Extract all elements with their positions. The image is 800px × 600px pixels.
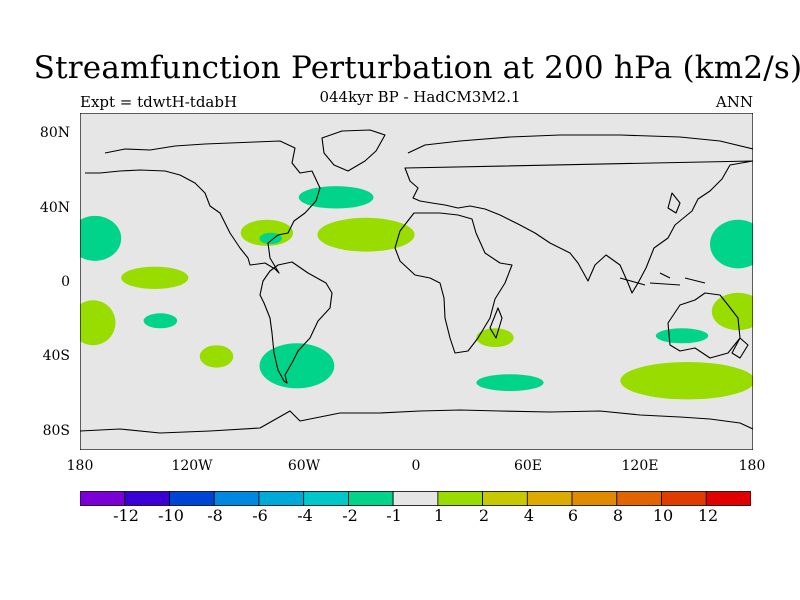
colorbar-swatch <box>347 491 394 506</box>
colorbar-label: -8 <box>207 506 223 525</box>
anomaly-southeast-pacific-positive <box>199 345 234 368</box>
colorbar-swatch <box>437 491 483 506</box>
colorbar-swatch <box>213 491 260 506</box>
anomaly-west-dateline-south-positive <box>80 300 116 346</box>
lon-label-120w: 120W <box>171 458 213 474</box>
anomaly-east-dateline-north-negative <box>710 219 753 269</box>
lon-label-60e: 60E <box>513 458 543 474</box>
coastline-eurasia <box>404 134 753 294</box>
colorbar-swatch <box>80 491 126 506</box>
colorbar-label: -12 <box>113 506 139 525</box>
colorbar-label: 4 <box>523 506 535 525</box>
coastline-madagascar <box>489 307 503 339</box>
colorbar-label: -1 <box>386 506 402 525</box>
colorbar-swatch <box>571 491 618 506</box>
lon-label-60w: 60W <box>287 458 321 474</box>
lon-label-180w: 180 <box>66 458 94 474</box>
coastline-greenland <box>321 129 386 172</box>
lon-label-120e: 120E <box>621 458 659 474</box>
colorbar-swatch <box>661 491 707 506</box>
coastline-indonesia <box>619 272 706 286</box>
anomaly-caribbean-negative <box>259 232 282 244</box>
colorbar-swatch <box>124 491 170 506</box>
anomaly-south-indian-negative <box>476 374 544 391</box>
anomaly-north-atlantic-negative <box>298 186 374 209</box>
colorbar-label: -2 <box>342 506 358 525</box>
coastline-japan <box>667 192 681 214</box>
colorbar-label: 2 <box>478 506 490 525</box>
lat-label-80s: 80S <box>42 423 70 439</box>
experiment-label: Expt = tdwtH-tdabH <box>80 93 238 111</box>
coastline-north-america <box>85 140 321 274</box>
colorbar-swatch <box>616 491 662 506</box>
anomaly-central-pacific-negative <box>143 313 178 329</box>
colorbar-label: -4 <box>297 506 313 525</box>
anomaly-east-pacific-positive <box>121 266 189 289</box>
lat-label-40n: 40N <box>39 200 70 216</box>
coastline-australia <box>667 292 741 359</box>
colorbar-label: 8 <box>612 506 624 525</box>
coastline-antarctica <box>80 409 753 434</box>
map-title: Streamfunction Perturbation at 200 hPa (… <box>33 50 800 86</box>
coastline-new-zealand <box>731 337 749 359</box>
colorbar-label: 12 <box>697 506 719 525</box>
colorbar <box>80 491 751 506</box>
anomaly-north-atlantic-positive <box>317 217 415 252</box>
anomaly-layer <box>80 186 753 400</box>
coastline-layer <box>80 129 753 434</box>
anomaly-southern-ocean-positive <box>620 362 753 400</box>
colorbar-swatch <box>526 491 573 506</box>
colorbar-swatch <box>169 491 215 506</box>
anomaly-west-dateline-north-negative <box>80 215 122 261</box>
season-label: ANN <box>715 93 753 111</box>
lon-label-180e: 180 <box>738 458 766 474</box>
lat-label-40s: 40S <box>42 348 70 364</box>
lat-label-0: 0 <box>61 274 70 290</box>
colorbar-label: 6 <box>567 506 579 525</box>
colorbar-swatch <box>303 491 349 506</box>
colorbar-label: 10 <box>652 506 674 525</box>
anomaly-south-indian-positive <box>476 328 514 348</box>
streamfunction-map <box>80 113 753 450</box>
colorbar-swatch <box>258 491 305 506</box>
coastline-south-america <box>259 261 333 384</box>
anomaly-australia-negative <box>655 328 709 344</box>
lat-label-80n: 80N <box>39 125 70 141</box>
subtitle-label: 044kyr BP - HadCM3M2.1 <box>319 88 521 106</box>
colorbar-label: -6 <box>252 506 268 525</box>
coastline-africa <box>394 212 513 354</box>
lon-label-0: 0 <box>411 458 421 474</box>
colorbar-label: -10 <box>158 506 184 525</box>
colorbar-swatch <box>482 491 528 506</box>
colorbar-swatch <box>705 491 751 506</box>
anomaly-south-america-negative <box>259 343 335 389</box>
colorbar-label: 1 <box>433 506 445 525</box>
colorbar-swatch <box>392 491 439 506</box>
